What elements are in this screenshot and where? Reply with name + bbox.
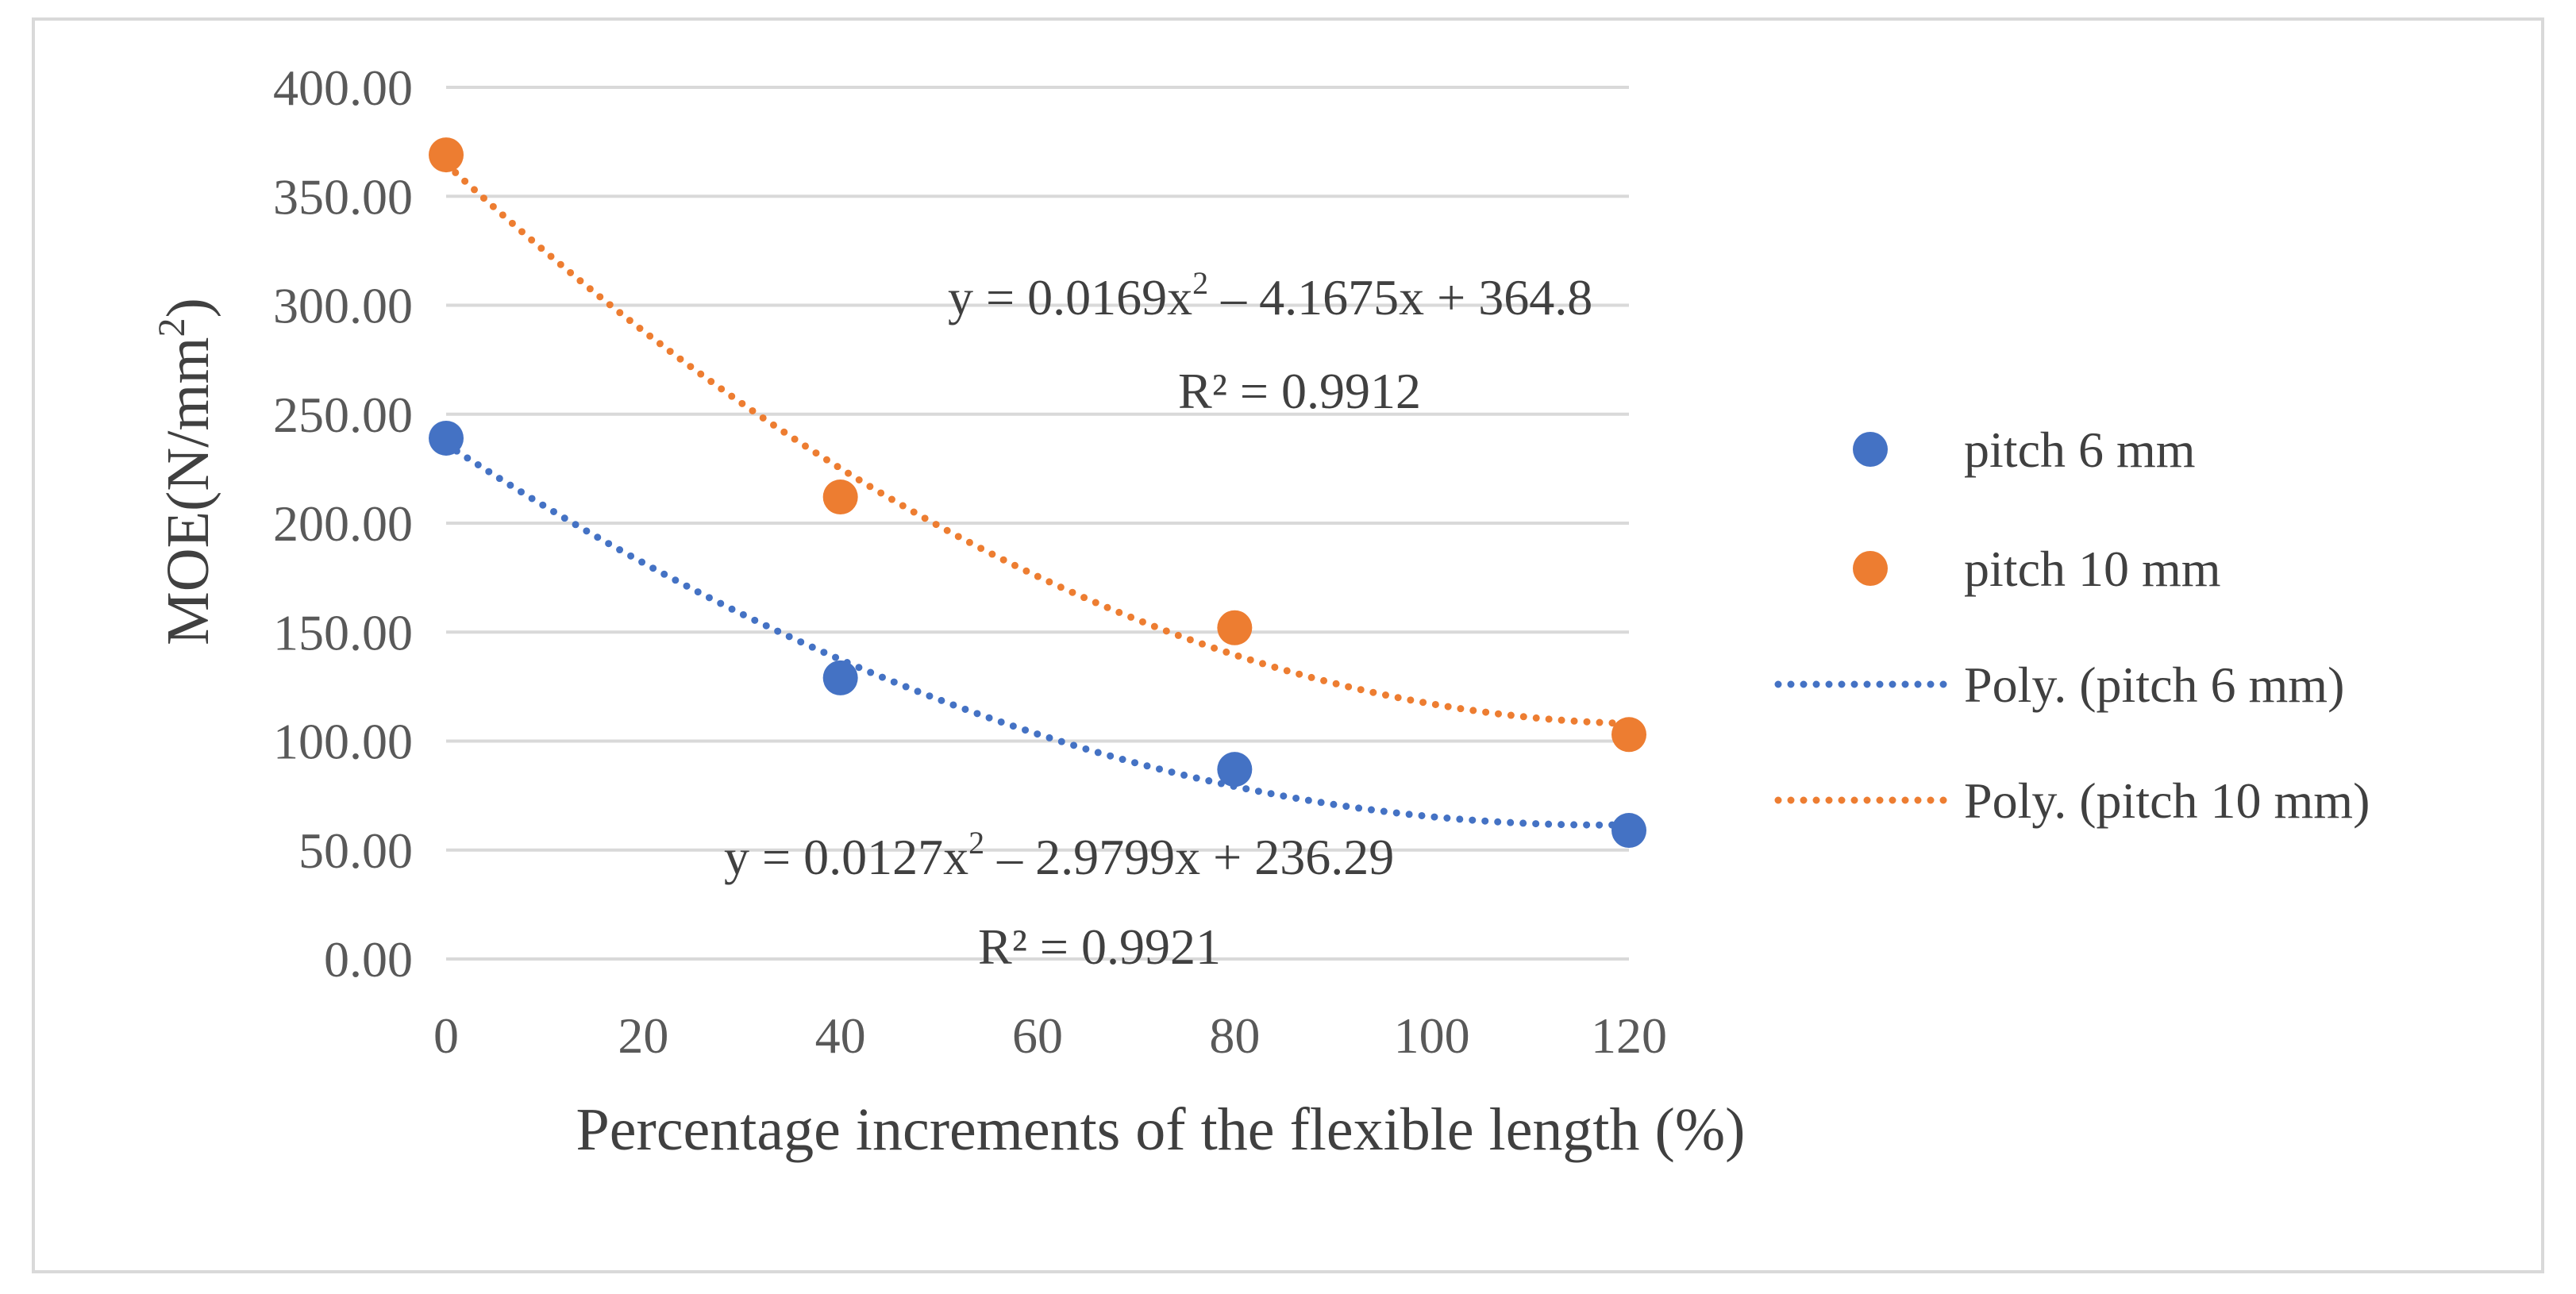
data-point-pitch-6	[1217, 752, 1253, 788]
x-tick-label: 0	[433, 1007, 459, 1064]
chart-frame: 0.00 50.00 100.00 150.00 200.00 250.00 300.00 3…	[32, 17, 2544, 1273]
data-point-pitch-6	[429, 420, 464, 456]
y-tick-label: 300.00	[273, 278, 413, 334]
y-tick-label: 200.00	[273, 495, 413, 552]
legend-label-pitch-6: pitch 6 mm	[1964, 422, 2196, 478]
data-point-pitch-10	[429, 137, 464, 173]
x-tick-label: 80	[1209, 1007, 1260, 1064]
y-tick-label: 100.00	[273, 714, 413, 770]
x-tick-label: 60	[1012, 1007, 1063, 1064]
r2-pitch-6: R² = 0.9921	[978, 919, 1221, 975]
data-point-pitch-10	[822, 479, 858, 515]
y-tick-labels: 0.00 50.00 100.00 150.00 200.00 250.00 300.00 3…	[273, 60, 413, 988]
equation-pitch-10: y = 0.0169x2 – 4.1675x + 364.8	[948, 265, 1592, 325]
trendline-pitch-10	[442, 160, 1633, 727]
x-tick-label: 100	[1394, 1007, 1470, 1064]
legend-label-poly-pitch-6: Poly. (pitch 6 mm)	[1964, 657, 2344, 713]
y-axis-title: MOE(N/mm2)	[151, 298, 221, 645]
data-points	[429, 137, 1646, 849]
data-point-pitch-10	[1217, 610, 1253, 645]
equation-pitch-6: y = 0.0127x2 – 2.9799x + 236.29	[724, 825, 1394, 885]
legend: pitch 6 mm pitch 10 mm Poly. (pitch 6 mm…	[1774, 422, 2370, 829]
x-tick-label: 120	[1591, 1007, 1667, 1064]
gridlines	[446, 86, 1629, 961]
y-tick-label: 250.00	[273, 387, 413, 443]
r2-pitch-10: R² = 0.9912	[1178, 363, 1421, 419]
y-tick-label: 0.00	[324, 931, 413, 988]
data-point-pitch-10	[1611, 717, 1646, 753]
y-tick-label: 350.00	[273, 168, 413, 225]
data-point-pitch-6	[1611, 813, 1646, 849]
legend-marker-pitch-6	[1853, 432, 1888, 467]
trendline-pitch-6	[442, 440, 1633, 829]
legend-marker-pitch-10	[1853, 551, 1888, 586]
x-axis-title: Percentage increments of the flexible le…	[576, 1096, 1746, 1163]
chart-svg: 0.00 50.00 100.00 150.00 200.00 250.00 300.00 3…	[151, 60, 2370, 1163]
x-tick-label: 20	[618, 1007, 668, 1064]
trendlines	[442, 160, 1633, 829]
legend-label-pitch-10: pitch 10 mm	[1964, 541, 2221, 597]
data-point-pitch-6	[822, 660, 858, 695]
x-tick-label: 40	[815, 1007, 866, 1064]
y-tick-label: 150.00	[273, 604, 413, 660]
y-tick-label: 50.00	[298, 822, 413, 879]
x-tick-labels: 0 20 40 60 80 100 120	[433, 1007, 1667, 1064]
legend-label-poly-pitch-10: Poly. (pitch 10 mm)	[1964, 772, 2370, 829]
y-tick-label: 400.00	[273, 60, 413, 116]
